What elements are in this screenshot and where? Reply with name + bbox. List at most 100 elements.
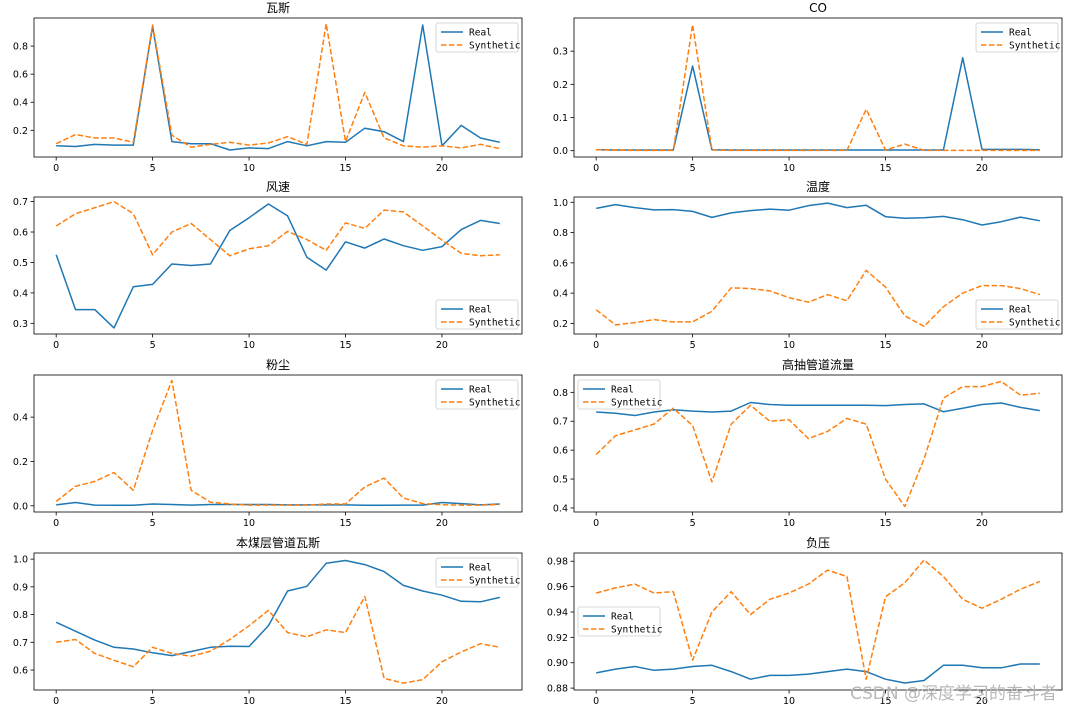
x-tick-label: 5 <box>690 518 696 529</box>
x-tick-label: 0 <box>593 518 599 529</box>
subplot-5: 粉尘 0 5 10 15 20 0.0 0.2 0.4 Real Synthetic <box>13 358 523 529</box>
series-line-synthetic <box>595 380 1040 508</box>
x-tick-label: 20 <box>436 518 448 529</box>
y-tick-label: 0.4 <box>13 98 28 109</box>
x-tick-label: 5 <box>150 696 156 707</box>
series-line-synthetic <box>56 595 500 684</box>
y-tick-label: 0.2 <box>13 126 28 137</box>
axes-frame <box>573 374 1063 513</box>
x-tick-label: 15 <box>339 696 351 707</box>
x-tick-label: 5 <box>690 340 696 351</box>
y-tick-label: 0.7 <box>13 638 28 649</box>
legend-label: Real <box>611 385 634 396</box>
x-tick-label: 15 <box>879 696 891 707</box>
series-line-real <box>596 401 1040 417</box>
x-tick-label: 0 <box>53 518 59 529</box>
x-tick-label: 0 <box>53 340 59 351</box>
legend-label: Synthetic <box>611 398 662 409</box>
x-tick-label: 20 <box>976 518 988 529</box>
x-tick-label: 10 <box>243 163 255 174</box>
axes-frame <box>33 196 523 335</box>
axes-frame <box>33 17 523 158</box>
x-tick-label: 15 <box>339 163 351 174</box>
y-tick-label: 0.98 <box>547 557 568 568</box>
y-tick-label: 0.4 <box>553 289 568 300</box>
y-tick-label: 0.8 <box>13 42 28 53</box>
legend-label: Real <box>1009 28 1032 39</box>
subplot-6: 高抽管道流量 0 5 10 15 20 0.4 0.5 0.6 0.7 0.8 Real Synthet… <box>553 357 1063 529</box>
plot-title: 负压 <box>806 536 830 550</box>
x-tick-label: 5 <box>150 518 156 529</box>
x-tick-label: 5 <box>150 163 156 174</box>
x-tick-label: 10 <box>783 518 795 529</box>
series-line-real <box>596 202 1040 226</box>
x-tick-label: 20 <box>436 163 448 174</box>
axes-frame <box>33 552 523 691</box>
x-tick-label: 10 <box>243 696 255 707</box>
series-line-real <box>56 24 500 151</box>
legend: Real Synthetic <box>577 379 662 410</box>
legend-box <box>435 299 519 330</box>
x-tick-label: 20 <box>976 696 988 707</box>
legend: Real Synthetic <box>435 557 520 588</box>
x-tick-label: 20 <box>976 163 988 174</box>
x-tick-label: 10 <box>783 696 795 707</box>
series-line-real <box>56 501 500 507</box>
legend-label: Real <box>469 385 492 396</box>
legend: Real Synthetic <box>435 379 520 410</box>
y-tick-label: 0.7 <box>553 417 568 428</box>
legend: Real Synthetic <box>577 606 662 637</box>
legend-label: Synthetic <box>1009 318 1060 329</box>
y-tick-label: 0.2 <box>553 319 568 330</box>
y-tick-label: 0.0 <box>13 501 28 512</box>
legend: Real Synthetic <box>975 299 1060 330</box>
legend-label: Synthetic <box>469 41 520 52</box>
watermark: CSDN @深度学习的奋斗者 <box>850 684 1057 704</box>
axes-frame <box>573 17 1063 158</box>
x-tick-label: 5 <box>690 696 696 707</box>
y-tick-label: 0.96 <box>547 582 568 593</box>
legend-label: Synthetic <box>469 576 520 587</box>
axes-frame <box>573 196 1063 335</box>
y-tick-label: 0.94 <box>547 607 568 618</box>
series-line-synthetic <box>55 200 500 257</box>
y-tick-label: 0.4 <box>553 503 568 514</box>
y-tick-label: 0.4 <box>13 413 28 424</box>
series-line-synthetic <box>596 559 1041 680</box>
legend-label: Synthetic <box>611 625 662 636</box>
legend: Real Synthetic <box>435 299 520 330</box>
x-tick-label: 5 <box>690 163 696 174</box>
legend: Real Synthetic <box>975 22 1060 53</box>
y-tick-label: 0.2 <box>553 80 568 91</box>
subplot-2: CO 0 5 10 15 20 0.0 0.1 0.2 0.3 Real Synthetic <box>553 1 1063 174</box>
series-line-real <box>55 559 500 657</box>
x-tick-label: 0 <box>593 696 599 707</box>
legend-box <box>577 379 661 410</box>
subplot-8: 负压 0 5 10 15 20 0.88 0.90 0.92 0.94 0.96 0.98 Real Sy… <box>547 536 1063 707</box>
y-tick-label: 0.5 <box>13 258 28 269</box>
y-tick-label: 0.6 <box>553 446 568 457</box>
x-tick-label: 10 <box>783 163 795 174</box>
x-tick-label: 0 <box>593 340 599 351</box>
legend-box <box>435 379 519 410</box>
plot-title: 风速 <box>266 180 290 194</box>
legend-label: Synthetic <box>1009 41 1060 52</box>
series-line-real <box>55 203 500 329</box>
x-tick-label: 0 <box>593 163 599 174</box>
y-tick-label: 0.6 <box>13 70 28 81</box>
series-line-real <box>596 663 1040 684</box>
legend-box <box>975 22 1059 53</box>
series-line-real <box>596 57 1040 151</box>
legend-label: Synthetic <box>469 318 520 329</box>
y-tick-label: 0.90 <box>547 658 568 669</box>
y-tick-label: 0.2 <box>13 457 28 468</box>
y-tick-label: 0.8 <box>13 610 28 621</box>
legend-box <box>577 606 661 637</box>
subplot-grid: 瓦斯 0 5 10 15 20 0.2 0.4 0.6 0.8 Real Synthetic CO 0 5 1… <box>13 1 1063 707</box>
series-line-synthetic <box>595 269 1041 328</box>
subplot-4: 温度 0 5 10 15 20 0.2 0.4 0.6 0.8 1.0 Real Synthetic <box>553 179 1063 351</box>
series-line-synthetic <box>55 22 500 150</box>
y-tick-label: 0.92 <box>547 633 568 644</box>
y-tick-label: 0.3 <box>553 47 568 58</box>
